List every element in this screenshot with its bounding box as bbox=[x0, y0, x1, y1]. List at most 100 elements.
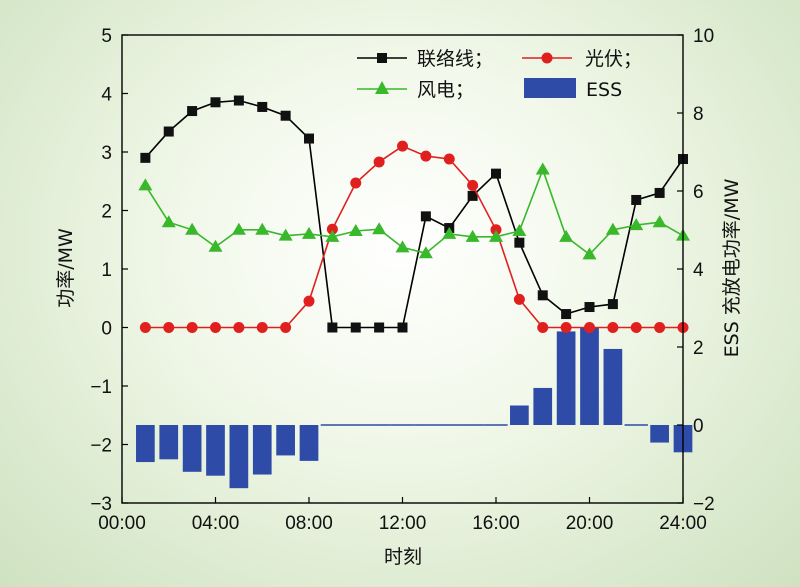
wind-point bbox=[629, 218, 644, 231]
y-right-tick-label: 8 bbox=[693, 104, 704, 125]
pv-point bbox=[163, 322, 175, 333]
wind-line bbox=[144, 167, 684, 256]
pv-point bbox=[326, 223, 338, 235]
x-tick-label: 16:00 bbox=[472, 513, 520, 534]
y-left-tick-label: −3 bbox=[90, 494, 112, 515]
wind-point bbox=[605, 222, 620, 235]
tieline-point bbox=[397, 322, 408, 333]
wind-point bbox=[278, 228, 293, 241]
ess-bar bbox=[533, 387, 553, 425]
legend: 联络线； 光伏； 风电； ESS bbox=[357, 48, 642, 101]
x-tick-label: 12:00 bbox=[379, 513, 427, 534]
pv-point bbox=[490, 224, 502, 236]
x-tick-label: 24:00 bbox=[659, 513, 707, 534]
tieline-point bbox=[420, 211, 431, 222]
pv-point bbox=[233, 322, 245, 333]
x-tick-label: 04:00 bbox=[192, 513, 240, 534]
ess-bar bbox=[182, 425, 202, 472]
pv-point bbox=[584, 322, 595, 333]
pv-point bbox=[560, 322, 572, 333]
y-right-tick-label: 10 bbox=[693, 26, 714, 47]
y-left-tick-label: 4 bbox=[101, 85, 112, 106]
y-right-tick-label: 0 bbox=[693, 416, 704, 437]
tieline-point bbox=[561, 309, 572, 320]
ess-bar bbox=[580, 327, 599, 425]
pv-point bbox=[630, 322, 642, 333]
ess-bar bbox=[556, 331, 576, 425]
y-right-tick-label: 4 bbox=[693, 260, 704, 281]
tieline-point bbox=[304, 133, 314, 144]
tieline-point bbox=[607, 299, 618, 310]
pv-point bbox=[607, 322, 619, 333]
pv-point bbox=[443, 153, 455, 165]
pv-line bbox=[145, 145, 683, 329]
wind-point bbox=[348, 223, 363, 236]
ess-bar bbox=[650, 425, 669, 443]
y-right-tick-label: 6 bbox=[693, 182, 704, 203]
x-axis-title: 时刻 bbox=[384, 546, 422, 568]
axes: −3 −2 −1 0 1 2 3 4 5 −2 0 2 4 6 8 10 00:00 04:00 08:00 12:0… bbox=[90, 26, 714, 534]
tieline-point bbox=[491, 168, 501, 179]
ess-bar bbox=[510, 405, 529, 425]
legend-label-wind: 风电； bbox=[417, 79, 474, 101]
legend-marker-pv bbox=[541, 52, 553, 64]
pv-point bbox=[186, 322, 198, 333]
tieline-point bbox=[163, 126, 174, 137]
ess-bar bbox=[252, 425, 272, 475]
y-axis-left-title: 功率/MW bbox=[55, 228, 77, 308]
y-left-tick-label: 0 bbox=[101, 319, 112, 340]
pv-point bbox=[350, 177, 362, 189]
y-left-tick-label: 1 bbox=[101, 260, 112, 281]
legend-swatch-ess bbox=[524, 78, 576, 98]
wind-point bbox=[138, 178, 153, 191]
pv-point bbox=[256, 322, 268, 333]
legend-label-pv: 光伏； bbox=[585, 48, 642, 70]
plot-area bbox=[136, 95, 693, 489]
x-tick-label: 20:00 bbox=[566, 513, 614, 534]
legend-marker-tieline bbox=[377, 53, 387, 63]
legend-label-tieline: 联络线； bbox=[417, 48, 493, 70]
ess-bar bbox=[299, 425, 319, 461]
wind-point bbox=[255, 222, 270, 235]
pv-point bbox=[139, 322, 151, 333]
pv-point bbox=[654, 322, 666, 333]
pv-point bbox=[210, 322, 221, 333]
wind-point bbox=[231, 222, 246, 235]
wind-point bbox=[418, 246, 433, 259]
wind-point bbox=[442, 226, 457, 239]
ess-bar bbox=[206, 425, 225, 476]
y-axis-right-title: ESS 充放电功率/MW bbox=[721, 178, 743, 357]
y-left-tick-label: −2 bbox=[90, 436, 112, 457]
tieline-point bbox=[233, 95, 244, 106]
tieline-point bbox=[537, 290, 548, 301]
wind-point bbox=[325, 229, 340, 242]
wind-point bbox=[302, 226, 316, 239]
tieline-point bbox=[210, 97, 221, 108]
ess-bar bbox=[136, 425, 155, 463]
ess-bar bbox=[229, 425, 249, 489]
wind-point bbox=[395, 240, 410, 253]
x-tick-label: 00:00 bbox=[98, 513, 146, 534]
tieline-point bbox=[327, 322, 338, 333]
ess-bar bbox=[159, 425, 179, 460]
tieline-point bbox=[257, 101, 268, 112]
tieline-point bbox=[280, 110, 291, 121]
pv-point bbox=[397, 140, 408, 152]
wind-point bbox=[208, 239, 223, 252]
tieline-point bbox=[631, 194, 642, 205]
ess-bar bbox=[603, 348, 623, 425]
y-left-tick-label: 5 bbox=[101, 26, 112, 47]
tieline-point bbox=[140, 152, 151, 163]
pv-point bbox=[303, 295, 315, 307]
pv-point bbox=[467, 179, 479, 191]
pv-point bbox=[373, 156, 385, 168]
y-left-tick-label: −1 bbox=[90, 377, 112, 398]
x-tick-label: 08:00 bbox=[285, 513, 333, 534]
tieline-point bbox=[374, 322, 385, 333]
wind-point bbox=[582, 247, 597, 260]
tieline-point bbox=[584, 302, 595, 313]
wind-point bbox=[535, 162, 550, 175]
legend-marker-wind bbox=[375, 81, 389, 94]
legend-label-ess: ESS bbox=[586, 79, 622, 101]
